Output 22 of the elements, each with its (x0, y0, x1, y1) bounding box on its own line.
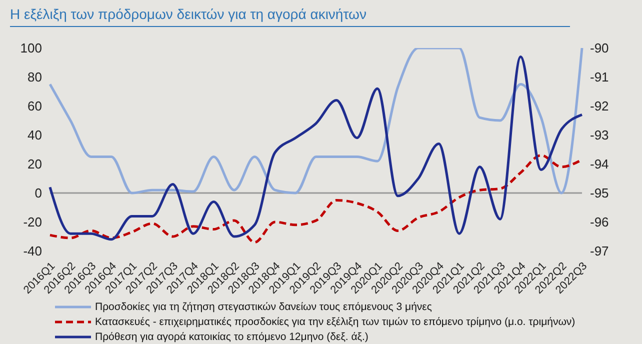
y-tick-label: -40 (23, 244, 42, 259)
y2-tick-label: -90 (590, 40, 609, 56)
y2-tick-label: -93 (590, 128, 609, 143)
y2-tick-label: -91 (590, 70, 609, 85)
y-tick-label: 80 (28, 70, 42, 85)
line-series (48, 48, 584, 194)
y2-tick-label: -92 (590, 98, 609, 114)
y-tick-label: 60 (28, 98, 42, 114)
y-tick-label: 100 (20, 40, 42, 56)
y-tick-label: 20 (28, 156, 42, 172)
legend-label: Προσδοκίες για τη ζήτηση στεγαστικών δανείων τους επόμενους 3 μήνες (95, 300, 432, 312)
legend-label: Κατασκευές - επιχειρηματικές προσδοκίες για την εξέλιξη των τιμών το επόμενο τρίμηνο (μ.ο. τριμήνων) (95, 316, 576, 328)
y2-tick-label: -96 (590, 214, 609, 230)
legend-label: Πρόθεση για αγορά κατοικίας το επόμενο 12μηνο (δεξ. άξ.) (95, 330, 368, 342)
line-series (48, 55, 584, 241)
y2-tick-label: -94 (590, 156, 609, 172)
y-tick-label: 0 (34, 186, 42, 201)
y-tick-label: -20 (23, 214, 42, 230)
y2-tick-label: -95 (590, 186, 609, 201)
y-tick-label: 40 (28, 128, 42, 143)
chart-title: Η εξέλιξη των πρόδρομων δεικτών για τη αγορά ακινήτων (10, 6, 570, 27)
y2-tick-label: -97 (590, 244, 609, 259)
